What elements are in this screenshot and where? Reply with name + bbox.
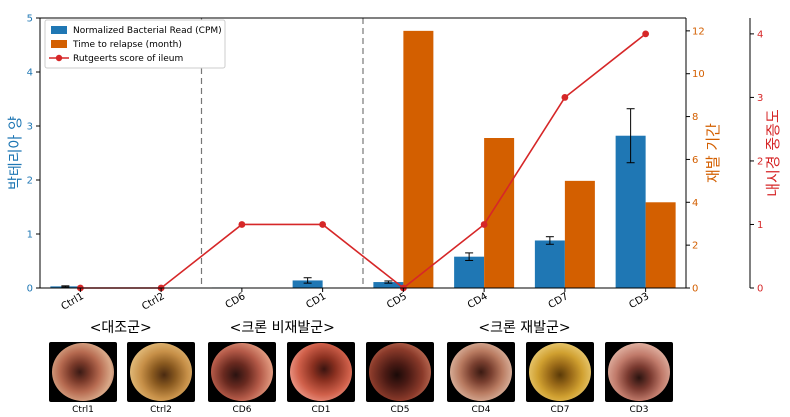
- endoscopy-image-CD7: [526, 342, 594, 402]
- thumbnail-label-CD4: CD4: [471, 405, 491, 415]
- endoscopy-image-CD1: [287, 342, 355, 402]
- x-tick-label-CD3: CD3: [627, 291, 651, 311]
- point-rutgeerts-CD3: [642, 30, 650, 38]
- group-label-2: <크론 비재발군>: [230, 320, 335, 336]
- point-rutgeerts-CD1: [319, 221, 327, 228]
- legend-label-bacterial: Normalized Bacterial Read (CPM): [73, 26, 222, 36]
- bar-relapse-CD3: [645, 202, 676, 288]
- group-label-1: <대조군>: [90, 320, 152, 336]
- bar-bacterial-CD4: [454, 256, 485, 288]
- bar-relapse-CD7: [564, 180, 595, 288]
- endoscopy-lumen: [130, 343, 192, 401]
- legend-swatch-relapse: [51, 40, 67, 48]
- bar-bacterial-CD7: [534, 240, 565, 288]
- x-tick-label-CD7: CD7: [547, 291, 571, 311]
- right2-tick-label-0: 0: [757, 284, 763, 295]
- right2-axis-label: 내시경 중증도: [764, 109, 782, 197]
- left-tick-label-5: 5: [27, 14, 33, 25]
- right2-tick-label-3: 3: [757, 93, 763, 104]
- x-tick-label-CD5: CD5: [385, 291, 409, 311]
- right1-tick-label-2: 2: [692, 241, 698, 252]
- right2-tick-label-4: 4: [757, 29, 763, 40]
- endoscopy-lumen: [211, 343, 273, 401]
- right1-tick-label-8: 8: [692, 112, 698, 123]
- endoscopy-lumen: [369, 343, 431, 401]
- group-label-3: <크론 재발군>: [478, 320, 570, 336]
- thumbnail-label-CD6: CD6: [232, 405, 252, 415]
- endoscopy-lumen: [529, 343, 591, 401]
- right2-tick-label-1: 1: [757, 220, 763, 231]
- left-tick-label-1: 1: [27, 230, 33, 241]
- point-rutgeerts-CD6: [238, 221, 246, 228]
- bar-bacterial-CD1: [292, 280, 323, 288]
- endoscopy-lumen: [290, 343, 352, 401]
- right1-tick-label-0: 0: [692, 284, 698, 295]
- right1-tick-label-4: 4: [692, 198, 698, 209]
- bar-relapse-CD4: [484, 138, 515, 288]
- x-tick-label-CD4: CD4: [466, 291, 490, 311]
- endoscopy-lumen: [52, 343, 114, 401]
- right1-tick-label-12: 12: [692, 26, 705, 37]
- endoscopy-lumen: [450, 343, 512, 401]
- right2-tick-label-2: 2: [757, 156, 763, 167]
- endoscopy-image-CD5: [366, 342, 434, 402]
- thumbnail-label-CD5: CD5: [390, 405, 410, 415]
- point-rutgeerts-CD7: [561, 94, 569, 101]
- legend-label-rutgeerts: Rutgeerts score of ileum: [73, 54, 183, 64]
- left-tick-label-4: 4: [27, 68, 33, 79]
- legend-swatch-bacterial: [51, 26, 67, 34]
- x-tick-label-CD6: CD6: [224, 291, 248, 311]
- legend-marker-rutgeerts: [55, 54, 63, 62]
- left-tick-label-0: 0: [27, 284, 33, 295]
- x-tick-label-Ctrl2: Ctrl2: [140, 291, 166, 313]
- x-tick-label-CD1: CD1: [304, 291, 328, 311]
- endoscopy-image-Ctrl2: [127, 342, 195, 402]
- x-tick-label-Ctrl1: Ctrl1: [59, 291, 85, 313]
- endoscopy-image-CD6: [208, 342, 276, 402]
- right1-axis-label: 재발 기간: [704, 123, 722, 183]
- bar-relapse-CD5: [403, 30, 434, 288]
- bar-bacterial-CD5: [373, 282, 404, 288]
- thumbnail-label-Ctrl2: Ctrl2: [150, 405, 172, 415]
- endoscopy-image-CD4: [447, 342, 515, 402]
- left-tick-label-2: 2: [27, 176, 33, 187]
- endoscopy-image-CD3: [605, 342, 673, 402]
- endoscopy-lumen: [608, 343, 670, 401]
- left-tick-label-3: 3: [27, 122, 33, 133]
- thumbnail-label-Ctrl1: Ctrl1: [72, 405, 94, 415]
- thumbnail-label-CD7: CD7: [550, 405, 570, 415]
- endoscopy-thumbnail-strip: Ctrl1 Ctrl2 CD6 CD1 CD5 CD4 CD7 CD3: [0, 342, 790, 417]
- point-rutgeerts-CD4: [480, 221, 488, 228]
- legend-box: [44, 19, 226, 69]
- endoscopy-image-Ctrl1: [49, 342, 117, 402]
- thumbnail-label-CD3: CD3: [629, 405, 649, 415]
- left-axis-label: 박테리아 양: [6, 116, 24, 190]
- line-rutgeerts: [80, 33, 647, 290]
- right1-tick-label-10: 10: [692, 69, 705, 80]
- thumbnail-label-CD1: CD1: [311, 405, 331, 415]
- legend-label-relapse: Time to relapse (month): [72, 40, 182, 50]
- right1-tick-label-6: 6: [692, 155, 698, 166]
